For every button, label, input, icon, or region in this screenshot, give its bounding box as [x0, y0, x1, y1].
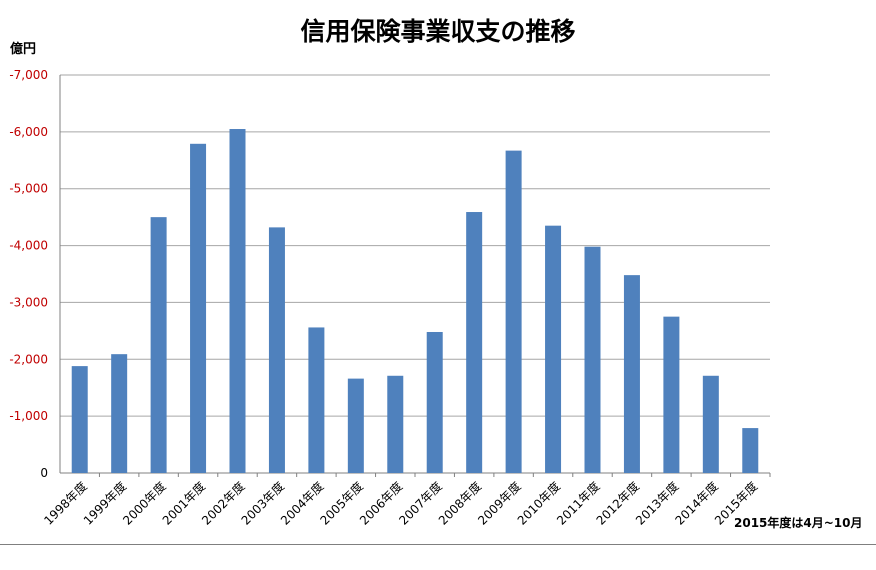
bottom-divider: [0, 544, 876, 545]
bar: [71, 366, 88, 473]
y-tick-label: -1,000: [9, 409, 48, 423]
y-tick-label: -5,000: [9, 182, 48, 196]
bar: [466, 212, 483, 474]
bar: [663, 316, 680, 473]
bar: [505, 150, 522, 473]
y-axis-unit-label: 億円: [10, 42, 37, 57]
bar: [111, 354, 128, 473]
bar: [190, 143, 207, 473]
y-tick-label: -6,000: [9, 125, 48, 139]
bar: [229, 129, 246, 473]
bar: [308, 327, 325, 473]
bar: [426, 331, 443, 473]
bar: [347, 378, 364, 473]
bar: [150, 217, 167, 473]
bar: [623, 275, 640, 473]
y-tick-label: 0: [40, 466, 48, 480]
bar: [387, 375, 404, 473]
bar: [268, 227, 285, 473]
chart-footnote: 2015年度は4月~10月: [734, 516, 863, 530]
y-tick-label: -3,000: [9, 295, 48, 309]
y-tick-label: -2,000: [9, 352, 48, 366]
bar: [545, 225, 562, 473]
y-tick-label: -7,000: [9, 68, 48, 82]
bar: [702, 375, 719, 473]
chart-title: 信用保険事業収支の推移: [300, 17, 576, 46]
bar: [584, 246, 601, 473]
y-tick-label: -4,000: [9, 239, 48, 253]
bar: [742, 428, 759, 473]
